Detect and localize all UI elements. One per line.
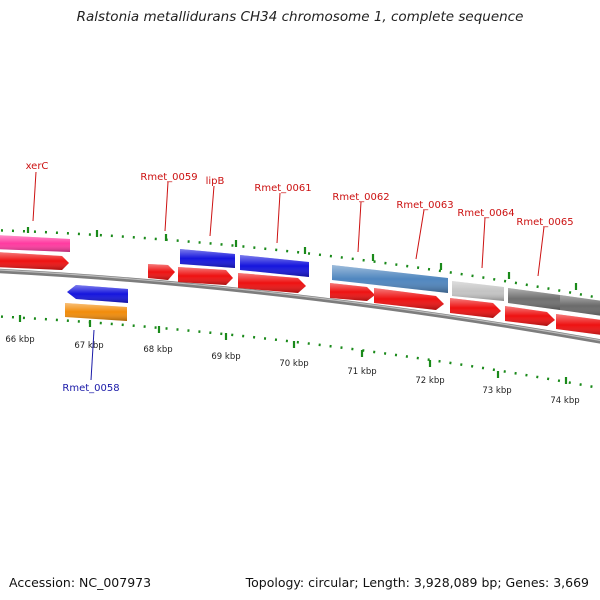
feature-label-rmet-0061[interactable]: Rmet_0061 <box>254 183 311 194</box>
cds-shading <box>0 252 600 335</box>
sequence-backbone-highlight <box>0 269 600 342</box>
outer-major-ticks <box>26 227 578 290</box>
label-leader-reverse <box>90 329 95 381</box>
forward-gene-track <box>0 235 600 316</box>
scale-label: 67 kbp <box>74 341 103 351</box>
gene-shading <box>560 295 600 316</box>
gene-shading <box>180 249 235 268</box>
reverse-gene-track <box>65 285 128 321</box>
topology-summary: Topology: circular; Length: 3,928,089 bp… <box>245 575 589 590</box>
map-title: Ralstonia metallidurans CH34 chromosome … <box>76 9 524 25</box>
sequence-backbone <box>0 268 600 344</box>
feature-label-lipB[interactable]: lipB <box>206 176 225 187</box>
feature-label-rmet-0058[interactable]: Rmet_0058 <box>62 383 119 394</box>
scale-label: 72 kbp <box>415 376 444 386</box>
feature-label-rmet-0062[interactable]: Rmet_0062 <box>332 192 389 203</box>
label-leaders <box>32 171 545 277</box>
gene-shading <box>0 235 70 252</box>
scale-label: 73 kbp <box>482 386 511 396</box>
feature-label-rmet-0064[interactable]: Rmet_0064 <box>457 208 514 219</box>
gene-shading <box>65 303 127 321</box>
inner-major-ticks <box>18 315 568 384</box>
gene-shading <box>240 255 309 277</box>
gene-shading <box>508 288 560 310</box>
scale-label: 68 kbp <box>143 345 172 355</box>
scale-label: 74 kbp <box>550 396 579 406</box>
scale-label: 66 kbp <box>5 335 34 345</box>
feature-label-rmet-0063[interactable]: Rmet_0063 <box>396 200 453 211</box>
accession-text: Accession: NC_007973 <box>9 575 152 590</box>
gene-shading <box>452 281 504 301</box>
scale-label: 69 kbp <box>211 352 240 362</box>
gene-shading <box>332 265 448 293</box>
feature-label-rmet-0065[interactable]: Rmet_0065 <box>516 217 573 228</box>
feature-label-xerC[interactable]: xerC <box>26 161 49 172</box>
scale-label: 70 kbp <box>279 359 308 369</box>
feature-label-rmet-0059[interactable]: Rmet_0059 <box>140 172 197 183</box>
gene-shading <box>67 285 128 303</box>
scale-label: 71 kbp <box>347 367 376 377</box>
